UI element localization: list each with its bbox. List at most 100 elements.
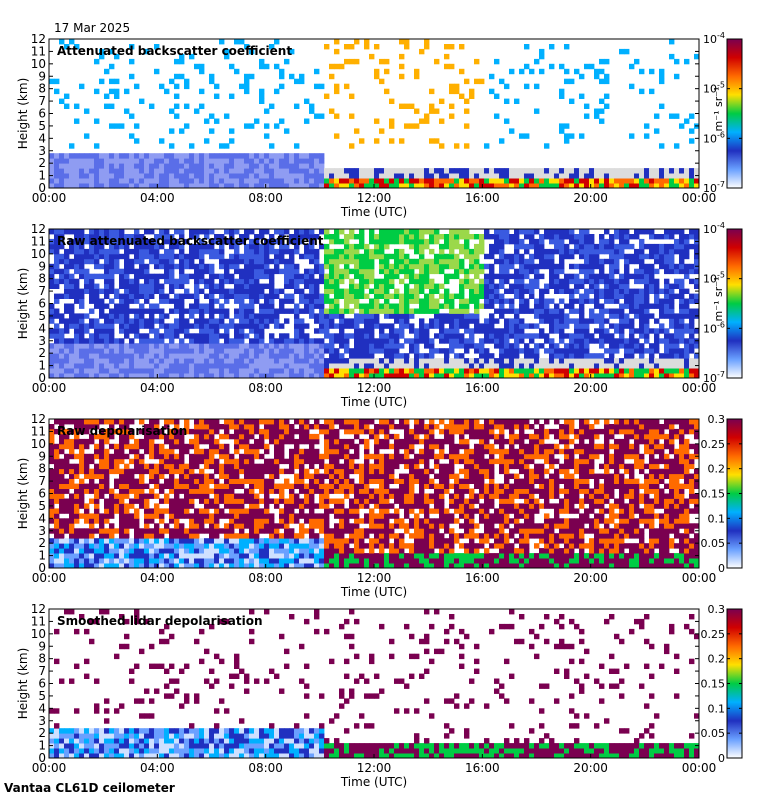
y-tick-label: 3 bbox=[38, 144, 46, 158]
panel-title: Raw attenuated backscatter coefficient bbox=[57, 234, 324, 248]
y-tick-label: 2 bbox=[38, 156, 46, 170]
x-tick-label: 04:00 bbox=[140, 571, 175, 585]
y-tick-label: 2 bbox=[38, 346, 46, 360]
y-tick-label: 0 bbox=[38, 181, 46, 195]
y-tick-label: 2 bbox=[38, 726, 46, 740]
y-tick-label: 8 bbox=[38, 82, 46, 96]
y-tick-label: 3 bbox=[38, 524, 46, 538]
y-tick-label: 12 bbox=[31, 412, 46, 426]
y-tick-label: 6 bbox=[38, 107, 46, 121]
y-tick-label: 1 bbox=[38, 359, 46, 373]
x-tick-label: 16:00 bbox=[465, 191, 500, 205]
y-tick-label: 7 bbox=[38, 474, 46, 488]
y-tick-label: 8 bbox=[38, 652, 46, 666]
x-axis-label: Time (UTC) bbox=[340, 205, 407, 219]
y-tick-label: 1 bbox=[38, 169, 46, 183]
x-tick-label: 20:00 bbox=[573, 381, 608, 395]
y-tick-label: 1 bbox=[38, 549, 46, 563]
y-tick-label: 4 bbox=[38, 131, 46, 145]
y-tick-label: 2 bbox=[38, 536, 46, 550]
x-tick-label: 00:00 bbox=[682, 571, 717, 585]
colorbar-gradient bbox=[726, 38, 743, 189]
colorbar: 10-410-510-610-7m⁻¹ sr⁻¹ bbox=[703, 31, 743, 195]
y-tick-label: 0 bbox=[38, 561, 46, 575]
colorbar-tick-label: 0.3 bbox=[708, 603, 726, 616]
y-tick-label: 8 bbox=[38, 272, 46, 286]
y-tick-label: 9 bbox=[38, 449, 46, 463]
colorbar-tick-label: 0.2 bbox=[708, 463, 726, 476]
colorbar-tick-label: 0.1 bbox=[708, 512, 726, 525]
colorbar-tick-label: 0.3 bbox=[708, 413, 726, 426]
colorbar: 10-410-510-610-7m⁻¹ sr⁻¹ bbox=[703, 221, 743, 385]
x-tick-label: 04:00 bbox=[140, 381, 175, 395]
colorbar: 0.3 0.25 0.2 0.15 0.1 0.05 0 bbox=[701, 413, 743, 575]
panel-title: Attenuated backscatter coefficient bbox=[57, 44, 292, 58]
y-tick-label: 7 bbox=[38, 664, 46, 678]
date-label: 17 Mar 2025 bbox=[54, 21, 130, 35]
y-tick-label: 5 bbox=[38, 119, 46, 133]
y-axis-label: Height (km) bbox=[16, 458, 30, 529]
y-tick-label: 11 bbox=[31, 44, 46, 58]
x-tick-label: 16:00 bbox=[465, 571, 500, 585]
x-tick-label: 08:00 bbox=[248, 191, 283, 205]
x-tick-label: 12:00 bbox=[357, 761, 392, 775]
footer-label: Vantaa CL61D ceilometer bbox=[4, 781, 175, 795]
heatmap bbox=[49, 609, 700, 759]
y-axis-label: Height (km) bbox=[16, 78, 30, 149]
colorbar-tick-label: 0 bbox=[718, 562, 725, 575]
colorbar-tick-label: 10-4 bbox=[703, 31, 725, 46]
colorbar-tick-label: 0.1 bbox=[708, 702, 726, 715]
y-axis-label: Height (km) bbox=[16, 648, 30, 719]
x-axis-label: Time (UTC) bbox=[340, 395, 407, 409]
x-tick-label: 20:00 bbox=[573, 571, 608, 585]
y-tick-label: 4 bbox=[38, 511, 46, 525]
y-tick-label: 4 bbox=[38, 701, 46, 715]
colorbar-tick-label: 0.25 bbox=[701, 438, 726, 451]
heatmap bbox=[49, 419, 700, 569]
colorbar-tick-label: 10-6 bbox=[703, 320, 725, 335]
y-tick-label: 7 bbox=[38, 284, 46, 298]
colorbar-tick-label: 0.15 bbox=[701, 488, 726, 501]
colorbar-tick-label: 0.25 bbox=[701, 628, 726, 641]
y-tick-label: 9 bbox=[38, 69, 46, 83]
y-tick-label: 10 bbox=[31, 247, 46, 261]
x-tick-label: 12:00 bbox=[357, 571, 392, 585]
colorbar-tick-label: 0.05 bbox=[701, 537, 726, 550]
y-tick-label: 11 bbox=[31, 614, 46, 628]
y-tick-label: 10 bbox=[31, 57, 46, 71]
x-axis-label: Time (UTC) bbox=[340, 775, 407, 789]
x-tick-label: 20:00 bbox=[573, 761, 608, 775]
colorbar-tick-label: 0.05 bbox=[701, 727, 726, 740]
y-tick-label: 1 bbox=[38, 739, 46, 753]
x-tick-label: 08:00 bbox=[248, 571, 283, 585]
x-axis-label: Time (UTC) bbox=[340, 585, 407, 599]
y-tick-label: 11 bbox=[31, 234, 46, 248]
x-tick-label: 00:00 bbox=[682, 761, 717, 775]
x-tick-label: 04:00 bbox=[140, 761, 175, 775]
colorbar-unit-label: m⁻¹ sr⁻¹ bbox=[712, 87, 725, 132]
x-tick-label: 12:00 bbox=[357, 191, 392, 205]
x-tick-label: 00:00 bbox=[32, 571, 67, 585]
colorbar-tick-label: 10-7 bbox=[703, 180, 725, 195]
x-tick-label: 00:00 bbox=[682, 191, 717, 205]
y-tick-label: 6 bbox=[38, 297, 46, 311]
y-tick-label: 10 bbox=[31, 627, 46, 641]
y-tick-label: 10 bbox=[31, 437, 46, 451]
colorbar-tick-label: 10-6 bbox=[703, 130, 725, 145]
x-tick-label: 00:00 bbox=[32, 761, 67, 775]
x-tick-label: 12:00 bbox=[357, 381, 392, 395]
y-tick-label: 9 bbox=[38, 259, 46, 273]
y-tick-label: 12 bbox=[31, 602, 46, 616]
y-tick-label: 12 bbox=[31, 222, 46, 236]
y-tick-label: 7 bbox=[38, 94, 46, 108]
y-tick-label: 8 bbox=[38, 462, 46, 476]
colorbar-unit-label: m⁻¹ sr⁻¹ bbox=[712, 277, 725, 322]
x-tick-label: 00:00 bbox=[682, 381, 717, 395]
panel-title: Raw depolarisation bbox=[57, 424, 187, 438]
y-tick-label: 6 bbox=[38, 677, 46, 691]
colorbar-tick-label: 0 bbox=[718, 752, 725, 765]
